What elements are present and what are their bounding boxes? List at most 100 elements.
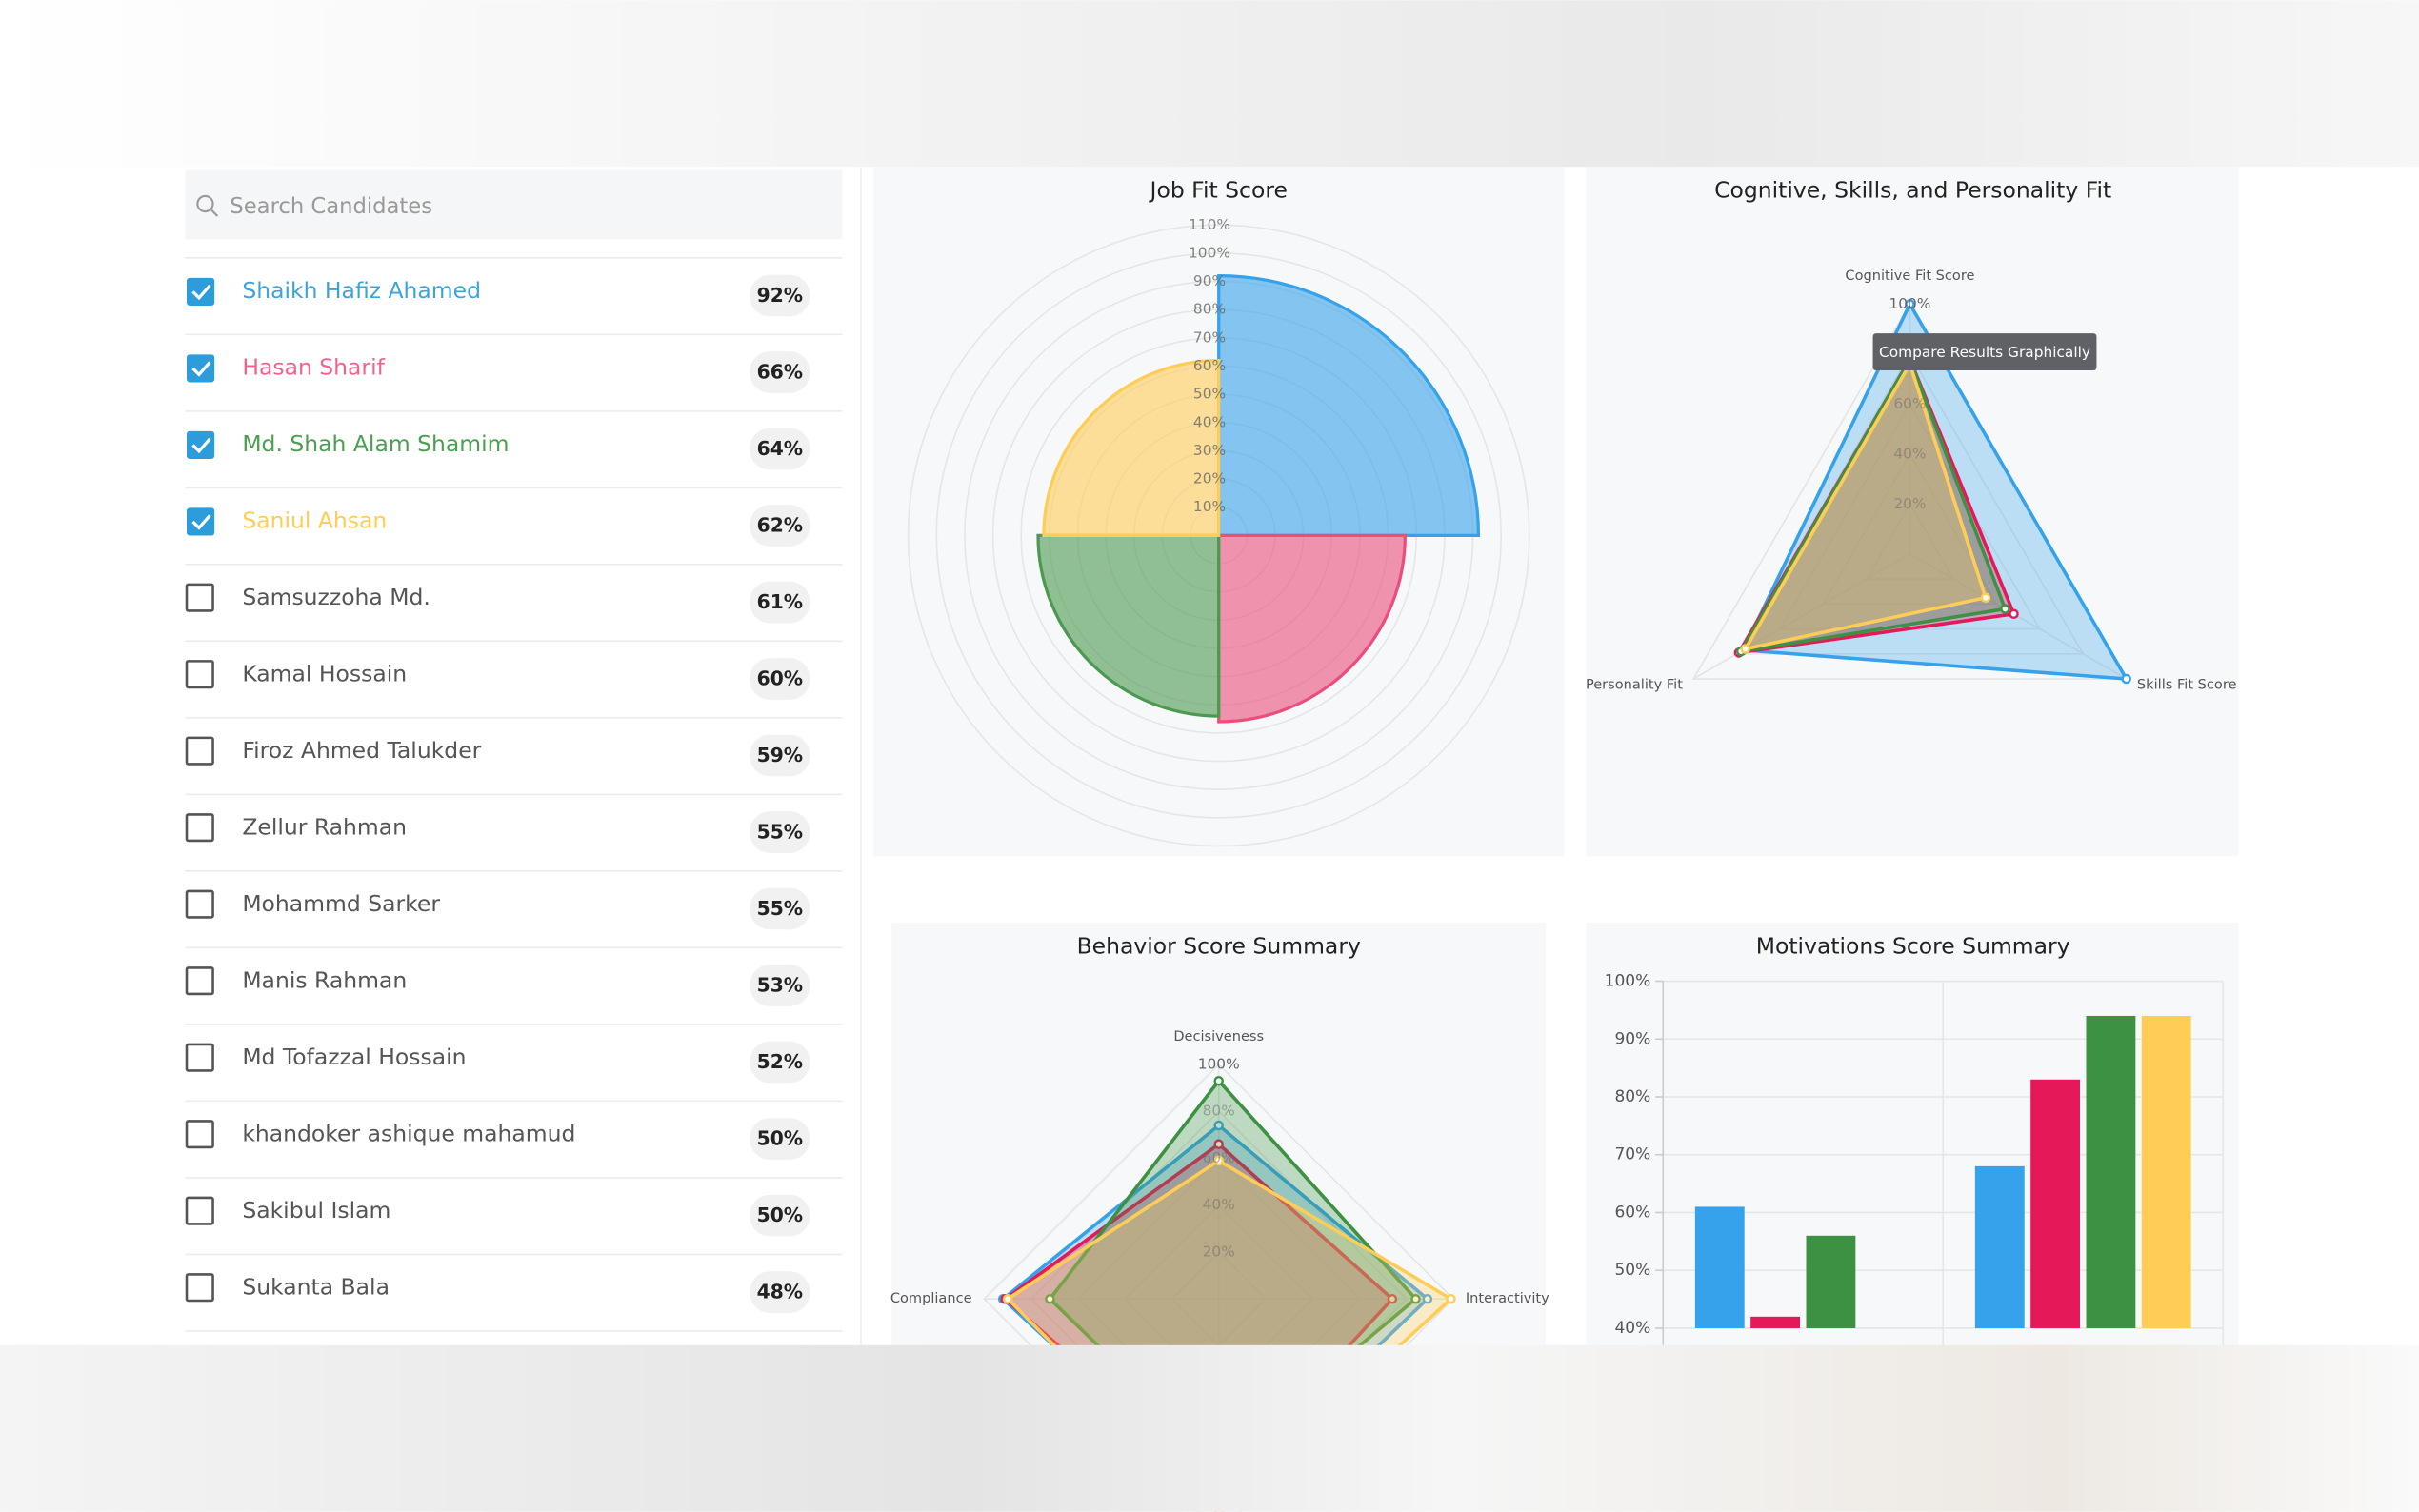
score-badge	[750, 351, 810, 393]
checkbox[interactable]	[185, 1273, 214, 1303]
candidate-name[interactable]: khandoker ashique mahamud	[242, 1121, 575, 1147]
candidate-name[interactable]: Saniul Ahsan	[242, 507, 387, 533]
score-badge	[750, 658, 810, 700]
score-badge	[750, 734, 810, 777]
y-tick-label: 40%	[1614, 1319, 1650, 1338]
candidate-name[interactable]: Zellur Rahman	[242, 813, 407, 840]
candidate-name[interactable]: Sukanta Bala	[242, 1274, 390, 1301]
checkbox[interactable]	[185, 1196, 214, 1225]
r-tick-label: 70%	[1193, 328, 1226, 346]
axis-label: Interactivity	[1466, 1290, 1549, 1306]
chart-title: Job Fit Score	[1149, 177, 1288, 204]
candidate-name[interactable]: Kamal Hossain	[242, 660, 407, 686]
radar-point	[1002, 1293, 1013, 1304]
r-tick-label: 100%	[1189, 244, 1230, 261]
radar-point	[1980, 592, 1991, 603]
radar-point	[2121, 673, 2131, 685]
candidate-name[interactable]: Md. Shah Alam Shamim	[242, 430, 509, 457]
candidate-name[interactable]: Shaikh Hafiz Ahamed	[242, 277, 481, 304]
y-tick-label: 100%	[1605, 972, 1651, 991]
r-tick-label: 40%	[1893, 445, 1926, 462]
r-tick-label: 40%	[1193, 413, 1226, 430]
checkbox[interactable]	[185, 1043, 214, 1072]
radar-point	[1213, 1120, 1224, 1131]
candidate-name[interactable]: Samsuzzoha Md.	[242, 584, 430, 610]
r-tick-label: 30%	[1193, 442, 1226, 459]
r-tick-label: 60%	[1893, 395, 1926, 412]
checkbox[interactable]	[185, 889, 214, 919]
checkbox[interactable]	[185, 966, 214, 996]
checkbox[interactable]	[185, 736, 214, 766]
checkmark	[191, 361, 211, 377]
r-tick-label: 20%	[1193, 470, 1226, 487]
tooltip-text: Compare Results Graphically	[1879, 344, 2090, 361]
bar	[1806, 1235, 1856, 1328]
candidate-name[interactable]: Manis Rahman	[242, 966, 407, 993]
axis-label: Compliance	[890, 1290, 972, 1306]
candidate-score: 66%	[757, 360, 803, 383]
checkbox[interactable]	[185, 660, 214, 689]
axis-label: Decisiveness	[1173, 1028, 1264, 1044]
bar	[2086, 1015, 2136, 1328]
radar-point	[1446, 1293, 1456, 1304]
checkbox[interactable]	[185, 1120, 214, 1149]
candidate-name[interactable]: Md Tofazzal Hossain	[242, 1044, 466, 1070]
candidate-score: 50%	[757, 1126, 803, 1149]
radar-area	[1742, 359, 1989, 652]
candidate-name[interactable]: Mohammd Sarker	[242, 890, 440, 917]
checkbox[interactable]	[187, 354, 215, 383]
r-tick-label: 50%	[1193, 386, 1226, 403]
radar-axis	[1692, 553, 1910, 680]
checkbox[interactable]	[187, 277, 215, 306]
grid-circle	[907, 224, 1530, 847]
r-tick-label: 60%	[1203, 1149, 1235, 1166]
tooltip-box	[1872, 333, 2097, 371]
checkmark	[191, 514, 211, 530]
checkbox[interactable]	[187, 507, 215, 536]
r-tick-label: 90%	[1193, 272, 1226, 289]
candidate-name[interactable]: Hasan Sharif	[242, 353, 385, 380]
axis-label: Skills Fit Score	[2137, 676, 2237, 692]
candidate-score: 50%	[757, 1204, 803, 1226]
r-tick-label: 60%	[1193, 357, 1226, 374]
bar	[1750, 1316, 1801, 1328]
checkbox[interactable]	[187, 430, 215, 460]
radar-point	[1422, 1293, 1433, 1304]
candidate-score: 52%	[757, 1050, 803, 1073]
grid-circle	[935, 252, 1502, 819]
score-badge	[750, 811, 810, 853]
score-badge	[750, 1118, 810, 1160]
radar-point	[1905, 299, 1915, 309]
chart-title: Behavior Score Summary	[1077, 932, 1361, 959]
candidate-name[interactable]: Firoz Ahmed Talukder	[242, 737, 481, 764]
checkbox[interactable]	[185, 583, 214, 612]
radar-point	[1045, 1293, 1055, 1304]
polar-segment	[1036, 533, 1221, 718]
radar-point	[1387, 1293, 1398, 1304]
score-badge	[750, 274, 810, 317]
score-badge	[750, 965, 810, 1006]
search-box[interactable]	[185, 169, 843, 240]
radar-area	[1740, 300, 2129, 682]
checkbox[interactable]	[185, 813, 214, 843]
score-badge	[750, 581, 810, 624]
candidate-name[interactable]: Sakibul Islam	[242, 1197, 390, 1224]
axis-label: Personality Fit	[1586, 676, 1683, 692]
bar	[1694, 1206, 1745, 1328]
y-tick-label: 80%	[1614, 1087, 1650, 1106]
candidate-score: 55%	[757, 820, 803, 843]
bar	[2030, 1079, 2081, 1328]
score-badge	[750, 1271, 810, 1313]
candidate-score: 61%	[757, 590, 803, 613]
candidate-score: 62%	[757, 513, 803, 536]
radar-area	[1737, 354, 2008, 654]
grid-polygon	[983, 1063, 1455, 1512]
candidate-score: 60%	[757, 666, 803, 689]
radar-point	[1740, 644, 1750, 654]
y-tick-label: 70%	[1614, 1145, 1650, 1164]
radar-point	[1213, 1075, 1224, 1086]
r-tick-label: 20%	[1203, 1243, 1235, 1260]
r-tick-label: 40%	[1203, 1196, 1235, 1213]
